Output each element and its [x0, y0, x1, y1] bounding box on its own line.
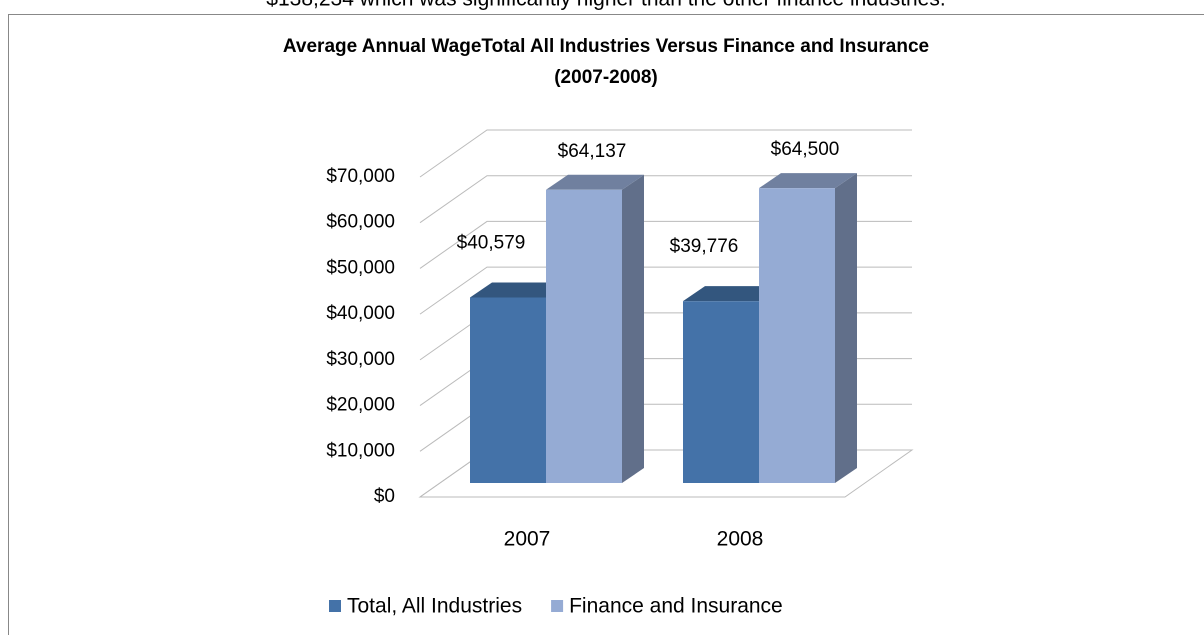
data-label: $40,579 — [457, 233, 526, 254]
bar-top — [759, 173, 857, 189]
legend-label: Finance and Insurance — [569, 595, 783, 618]
data-label: $64,500 — [771, 139, 840, 160]
bar — [470, 297, 546, 483]
y-tick-label: $60,000 — [326, 212, 395, 233]
bar-top — [470, 282, 568, 298]
y-tick-label: $40,000 — [326, 303, 395, 324]
bar — [546, 189, 622, 483]
bar — [683, 301, 759, 483]
grid-line — [419, 129, 912, 178]
chart-title: Average Annual WageTotal All Industries … — [283, 36, 929, 57]
bar-top — [546, 174, 644, 190]
y-tick-label: $0 — [374, 486, 395, 507]
bar — [759, 188, 835, 483]
bar-top — [683, 286, 781, 302]
legend-label: Total, All Industries — [347, 595, 522, 618]
page-text: $138,234 which was significantly higher … — [266, 0, 945, 11]
bar-side — [835, 173, 857, 483]
y-tick-label: $30,000 — [326, 349, 395, 370]
legend-swatch — [329, 600, 341, 612]
legend-swatch — [551, 600, 564, 612]
data-label: $39,776 — [670, 236, 739, 257]
x-tick-label: 2007 — [504, 528, 551, 551]
data-label: $64,137 — [558, 141, 627, 162]
y-tick-label: $10,000 — [326, 440, 395, 461]
bar-side — [622, 174, 644, 483]
y-tick-label: $50,000 — [326, 257, 395, 278]
x-tick-label: 2008 — [717, 528, 764, 551]
grid-line — [419, 175, 912, 224]
chart-subtitle: (2007-2008) — [554, 67, 658, 88]
y-tick-label: $20,000 — [326, 395, 395, 416]
y-tick-label: $70,000 — [326, 166, 395, 187]
